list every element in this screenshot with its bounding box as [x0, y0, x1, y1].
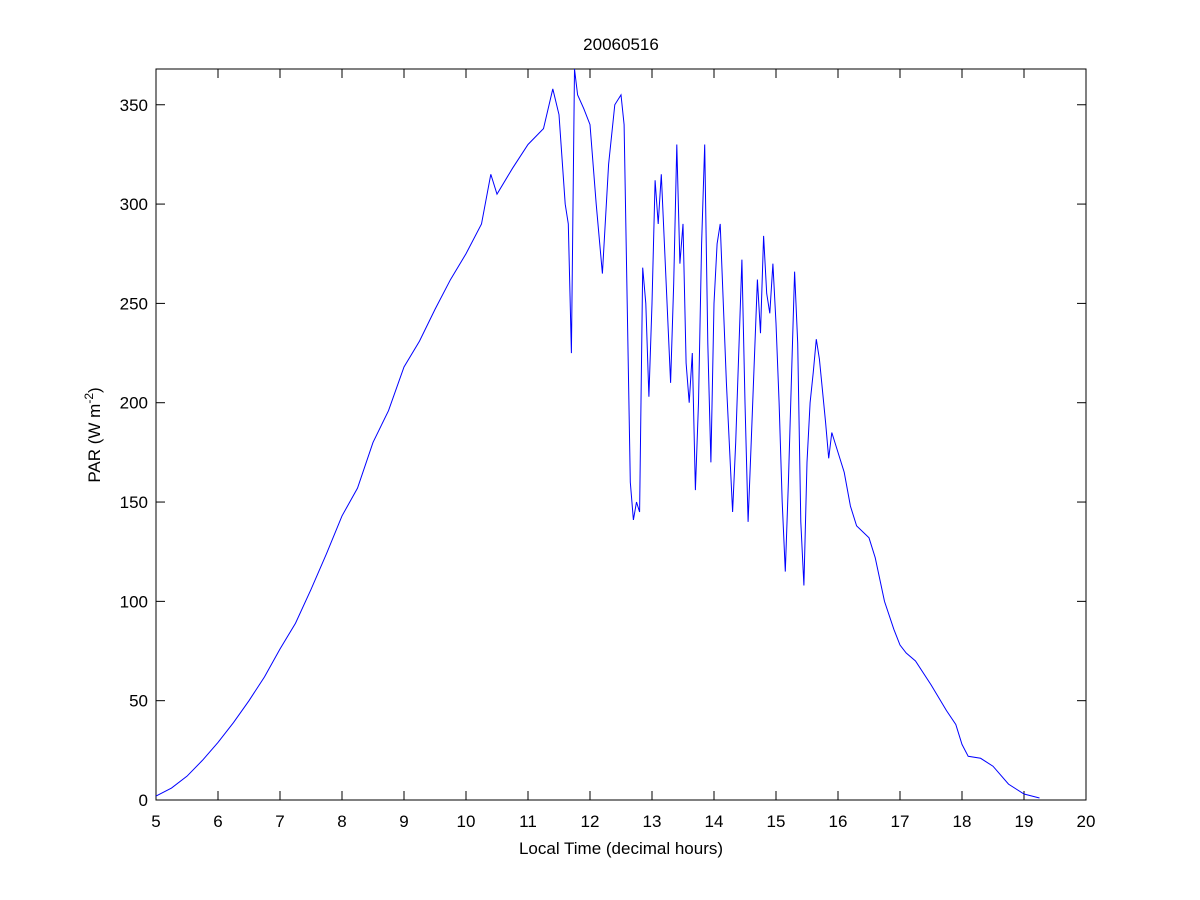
y-tick-label: 200	[120, 394, 148, 413]
y-label-text: PAR (W m	[85, 404, 104, 483]
x-tick-label: 19	[1015, 812, 1034, 831]
x-axis-label: Local Time (decimal hours)	[519, 839, 723, 858]
x-tick-label: 13	[643, 812, 662, 831]
y-tick-label: 250	[120, 294, 148, 313]
y-tick-label: 100	[120, 592, 148, 611]
x-tick-label: 16	[829, 812, 848, 831]
x-tick-label: 14	[705, 812, 724, 831]
x-tick-label: 5	[151, 812, 160, 831]
x-tick-label: 9	[399, 812, 408, 831]
x-tick-label: 20	[1077, 812, 1096, 831]
x-tick-label: 7	[275, 812, 284, 831]
y-tick-label: 50	[129, 692, 148, 711]
x-tick-label: 12	[581, 812, 600, 831]
y-axis-label: PAR (W m-2)	[82, 387, 104, 482]
chart-title: 20060516	[583, 35, 659, 54]
x-tick-label: 8	[337, 812, 346, 831]
x-tick-label: 18	[953, 812, 972, 831]
y-tick-label: 300	[120, 195, 148, 214]
plot-frame	[155, 68, 1087, 801]
x-tick-label: 17	[891, 812, 910, 831]
x-tick-label: 11	[519, 812, 537, 831]
y-tick-label: 350	[120, 96, 148, 115]
y-tick-label: 0	[139, 791, 148, 810]
y-label-end: )	[85, 387, 104, 393]
y-label-sup: -2	[82, 393, 96, 404]
data-line	[155, 68, 1040, 799]
y-tick-label: 150	[120, 493, 148, 512]
x-tick-label: 6	[213, 812, 222, 831]
x-tick-label: 15	[767, 812, 786, 831]
x-tick-label: 10	[457, 812, 476, 831]
